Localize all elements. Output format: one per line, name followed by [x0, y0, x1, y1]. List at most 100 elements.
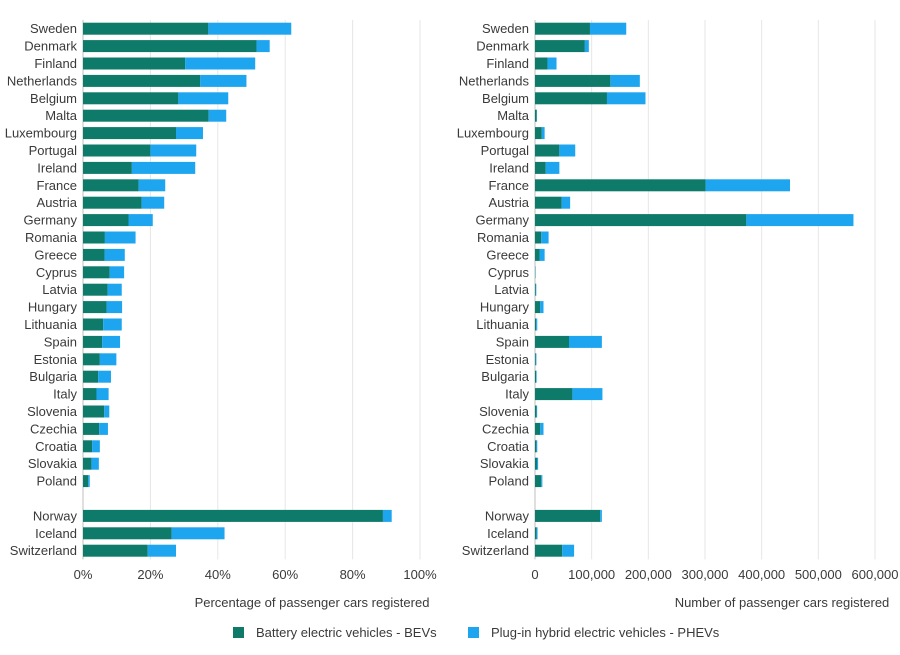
left-category-label: Iceland [35, 526, 77, 541]
left-bar-phev [178, 92, 228, 104]
right-bar-bev [535, 92, 607, 104]
right-bar-bev [535, 197, 562, 209]
right-bar-bev [535, 440, 536, 452]
left-category-label: Sweden [30, 21, 77, 36]
right-bar-bev [535, 388, 572, 400]
right-bar-phev [585, 40, 589, 52]
right-category-label: Greece [486, 247, 529, 262]
right-bar-phev [536, 440, 537, 452]
left-category-label: Netherlands [7, 73, 78, 88]
left-category-label: Lithuania [24, 317, 78, 332]
left-bar-bev [83, 40, 257, 52]
left-bar-phev [128, 214, 152, 226]
right-category-label: Romania [477, 230, 530, 245]
left-bar-phev [102, 336, 120, 348]
left-bar-phev [91, 458, 98, 470]
right-category-label: Czechia [482, 421, 530, 436]
right-category-label: Hungary [480, 300, 530, 315]
left-bar-bev [83, 510, 383, 522]
legend-phev-label: Plug-in hybrid electric vehicles - PHEVs [491, 625, 720, 640]
legend: Battery electric vehicles - BEVs Plug-in… [233, 625, 720, 640]
right-category-label: Finland [486, 56, 529, 71]
right-bar-phev [540, 301, 543, 313]
right-bar-phev [547, 58, 556, 70]
right-bar-bev [535, 510, 600, 522]
right-bar-phev [537, 458, 538, 470]
left-bar-phev [148, 545, 176, 557]
right-category-label: Croatia [487, 439, 530, 454]
left-bar-bev [83, 145, 150, 157]
right-category-label: Bulgaria [481, 369, 529, 384]
left-bar-bev [83, 284, 108, 296]
left-category-label: Cyprus [36, 265, 78, 280]
right-bar-bev [535, 23, 590, 35]
right-bar-bev [535, 353, 536, 365]
right-category-label: Germany [476, 213, 530, 228]
left-bar-phev [257, 40, 270, 52]
left-bar-bev [83, 249, 105, 261]
left-bar-bev [83, 388, 96, 400]
left-bar-bev [83, 423, 99, 435]
right-bar-bev [535, 214, 746, 226]
left-bar-phev [88, 475, 90, 487]
right-category-label: Poland [489, 474, 529, 489]
left-bar-phev [209, 110, 227, 122]
right-bar-bev [535, 162, 546, 174]
right-category-label: Slovenia [479, 404, 530, 419]
percentage-chart-panel: 0%20%40%60%80%100%SwedenDenmarkFinlandNe… [5, 20, 437, 582]
right-bar-bev [535, 301, 540, 313]
right-category-label: Iceland [487, 526, 529, 541]
right-bar-phev [536, 319, 537, 331]
right-category-label: Spain [496, 334, 529, 349]
left-category-label: Austria [37, 195, 78, 210]
right-bar-phev [610, 75, 639, 87]
right-bar-phev [572, 388, 602, 400]
right-category-label: Belgium [482, 91, 529, 106]
left-bar-phev [107, 301, 123, 313]
left-category-label: Romania [25, 230, 78, 245]
left-bar-phev [100, 353, 117, 365]
right-category-label: Sweden [482, 21, 529, 36]
right-bar-phev [569, 336, 602, 348]
left-category-label: Estonia [34, 352, 78, 367]
left-bar-phev [105, 232, 136, 244]
right-bar-phev [546, 162, 560, 174]
left-bar-bev [83, 406, 104, 418]
left-bar-bev [83, 353, 100, 365]
left-category-label: Latvia [42, 282, 77, 297]
left-bar-bev [83, 58, 185, 70]
right-bar-phev [590, 23, 626, 35]
left-x-tick-label: 0% [74, 567, 93, 582]
left-x-tick-label: 20% [137, 567, 163, 582]
right-category-label: Cyprus [488, 265, 530, 280]
right-bar-bev [535, 110, 537, 122]
left-x-tick-label: 100% [403, 567, 437, 582]
right-bar-bev [535, 40, 585, 52]
left-category-label: Slovakia [28, 456, 78, 471]
left-category-label: Greece [34, 247, 77, 262]
left-category-label: Czechia [30, 421, 78, 436]
left-category-label: Bulgaria [29, 369, 77, 384]
right-bar-phev [541, 232, 548, 244]
left-bar-phev [110, 266, 124, 278]
left-bar-phev [92, 440, 100, 452]
right-bar-bev [535, 423, 540, 435]
right-bar-phev [537, 527, 538, 539]
right-category-label: Latvia [494, 282, 529, 297]
right-bar-bev [535, 371, 536, 383]
right-bar-bev [535, 527, 537, 539]
right-x-tick-label: 300,000 [682, 567, 729, 582]
left-bar-phev [208, 23, 291, 35]
left-category-label: Croatia [35, 439, 78, 454]
right-bar-phev [536, 353, 537, 365]
right-bar-phev [540, 423, 543, 435]
right-x-tick-label: 200,000 [625, 567, 672, 582]
left-category-label: Belgium [30, 91, 77, 106]
left-bar-bev [83, 301, 107, 313]
right-bar-bev [535, 319, 536, 331]
right-category-label: Switzerland [462, 543, 529, 558]
right-bar-bev [535, 145, 559, 157]
